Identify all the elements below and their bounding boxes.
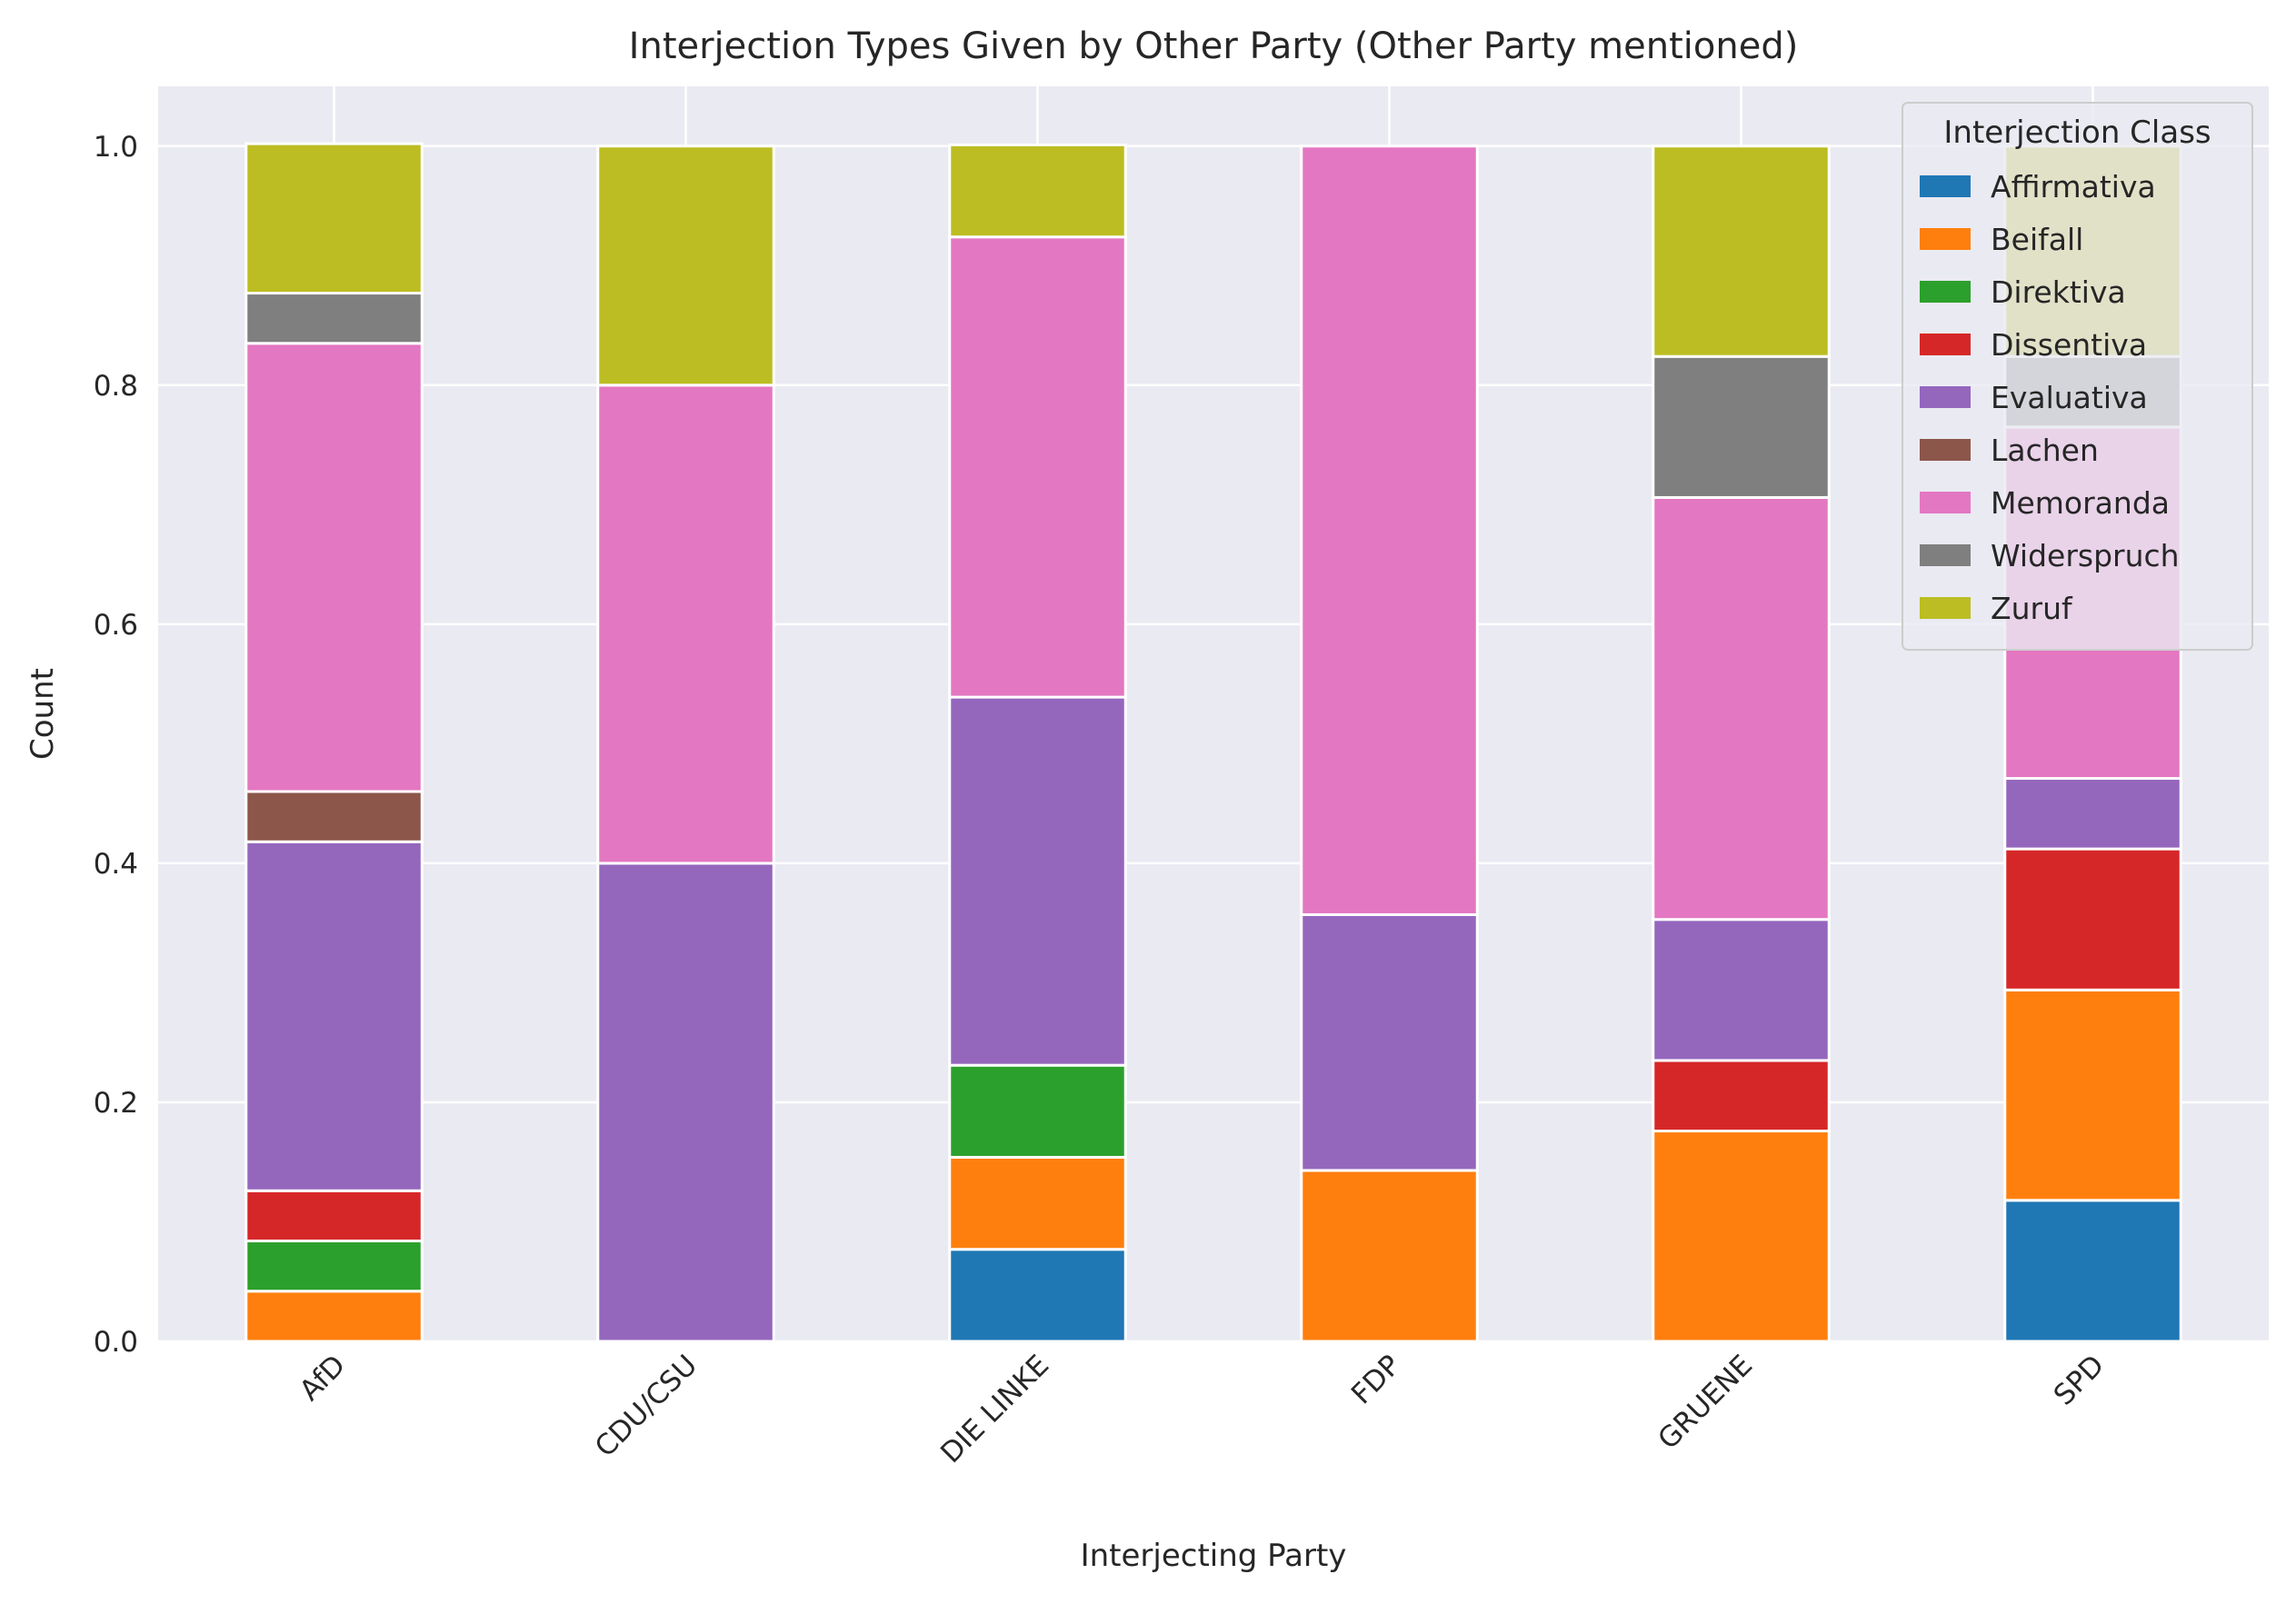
bar-segment-dissentiva-spd [2003, 847, 2182, 991]
bar-segment-beifall-die-linke [948, 1155, 1127, 1251]
legend-swatch-memoranda [1920, 492, 1971, 513]
legend-box [1902, 102, 2253, 651]
bar-segment-widerspruch-gruene [1652, 354, 1831, 499]
bar-segment-widerspruch-afd [245, 292, 424, 345]
bar-segment-zuruf-die-linke [948, 143, 1127, 239]
legend-swatch-widerspruch [1920, 544, 1971, 566]
bar-segment-memoranda-gruene [1652, 495, 1831, 922]
legend-label-beifall: Beifall [1991, 222, 2083, 257]
bar-segment-beifall-gruene [1652, 1130, 1831, 1343]
legend-label-evaluativa: Evaluativa [1991, 380, 2148, 415]
bar-segment-affirmativa-spd [2003, 1199, 2182, 1343]
x-axis-label: Interjecting Party [1081, 1538, 1347, 1574]
bar-segment-dissentiva-gruene [1652, 1059, 1831, 1133]
legend-swatch-direktiva [1920, 281, 1971, 303]
bar-segment-evaluativa-afd [245, 840, 424, 1192]
bar-segment-zuruf-afd [245, 142, 424, 295]
legend-label-zuruf: Zuruf [1991, 591, 2073, 626]
legend-title: Interjection Class [1943, 115, 2211, 151]
legend-label-direktiva: Direktiva [1991, 274, 2126, 310]
bar-segment-lachen-afd [245, 790, 424, 843]
y-tick-label: 0.8 [94, 370, 138, 403]
legend-label-widerspruch: Widerspruch [1991, 538, 2180, 573]
y-axis-ticks: 0.0 0.2 0.4 0.6 0.8 1.0 [94, 131, 138, 1359]
y-tick-label: 0.4 [94, 848, 138, 881]
y-axis-label: Count [25, 668, 61, 760]
bar-segment-memoranda-cdu-csu [596, 384, 775, 865]
legend-label-affirmativa: Affirmativa [1991, 169, 2156, 204]
legend-label-memoranda: Memoranda [1991, 485, 2170, 521]
bar-segment-affirmativa-die-linke [948, 1248, 1127, 1343]
legend-swatch-zuruf [1920, 597, 1971, 619]
y-tick-label: 0.6 [94, 609, 138, 642]
legend-swatch-beifall [1920, 228, 1971, 250]
bar-segment-memoranda-fdp [1300, 144, 1479, 916]
bar-segment-memoranda-die-linke [948, 235, 1127, 699]
legend-items: Affirmativa Beifall Direktiva Dissentiva Eva… [1920, 169, 2180, 626]
y-tick-label: 0.2 [94, 1087, 138, 1120]
bar-segment-beifall-fdp [1300, 1169, 1479, 1343]
bar-segment-evaluativa-gruene [1652, 918, 1831, 1062]
bar-segment-evaluativa-die-linke [948, 695, 1127, 1067]
bar-segment-direktiva-die-linke [948, 1063, 1127, 1159]
legend-swatch-evaluativa [1920, 386, 1971, 408]
y-tick-label: 0.0 [94, 1326, 138, 1359]
bar-segment-zuruf-gruene [1652, 144, 1831, 358]
legend-swatch-dissentiva [1920, 334, 1971, 355]
bar-segment-evaluativa-fdp [1300, 912, 1479, 1172]
legend: Interjection Class Affirmativa Beifall Dir… [1902, 102, 2253, 651]
legend-label-dissentiva: Dissentiva [1991, 327, 2147, 363]
legend-label-lachen: Lachen [1991, 433, 2099, 468]
chart-title: Interjection Types Given by Other Party … [629, 25, 1799, 67]
y-tick-label: 1.0 [94, 131, 138, 164]
legend-swatch-affirmativa [1920, 175, 1971, 197]
bar-segment-beifall-afd [245, 1290, 424, 1343]
bar-segment-beifall-spd [2003, 988, 2182, 1202]
bar-segment-zuruf-cdu-csu [596, 144, 775, 387]
bar-segment-direktiva-afd [245, 1240, 424, 1293]
bar-segment-memoranda-afd [245, 342, 424, 793]
bar-segment-evaluativa-cdu-csu [596, 862, 775, 1343]
bar-segment-evaluativa-spd [2003, 777, 2182, 851]
legend-swatch-lachen [1920, 439, 1971, 461]
bar-segment-dissentiva-afd [245, 1189, 424, 1243]
